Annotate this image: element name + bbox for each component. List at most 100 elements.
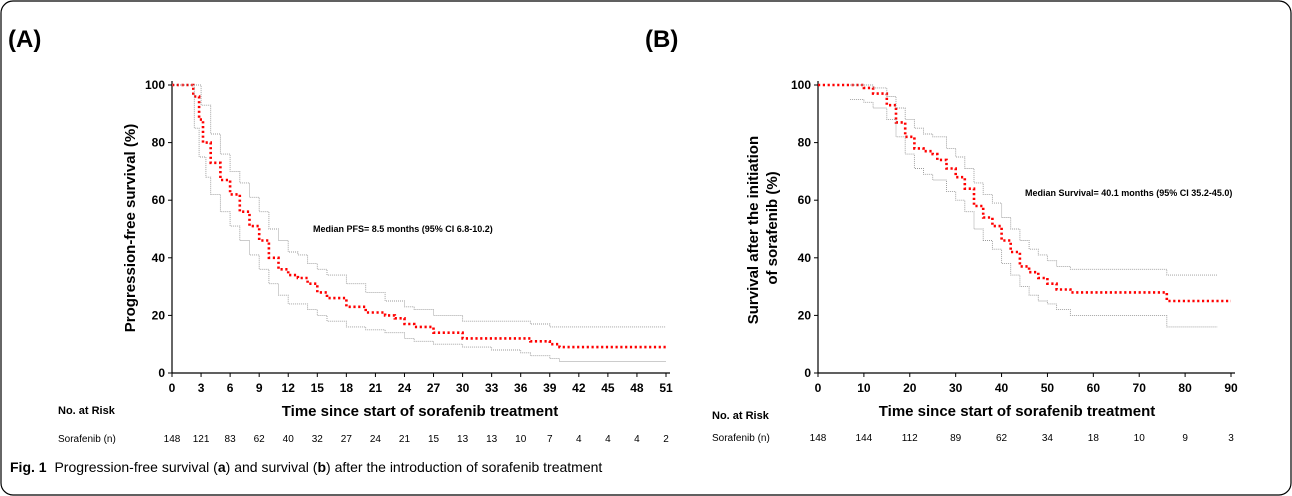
panel-a-x-tick-label: 15 bbox=[311, 381, 325, 395]
panel-b-x-tick-label: 90 bbox=[1224, 381, 1238, 395]
panel-a-x-tick-label: 39 bbox=[543, 381, 557, 395]
panel-a-x-tick-label: 42 bbox=[572, 381, 586, 395]
panel-a-x-tick-label: 21 bbox=[369, 381, 383, 395]
panel-a-at-risk-value: 27 bbox=[341, 434, 353, 445]
panel-b-at-risk-value: 10 bbox=[1134, 433, 1146, 444]
panel-b-at-risk-value: 144 bbox=[856, 433, 873, 444]
panel-b-y-tick-label: 40 bbox=[798, 251, 812, 265]
panel-a-at-risk-value: 148 bbox=[164, 434, 181, 445]
panel-a-at-risk-value: 7 bbox=[547, 434, 553, 445]
panel-a-y-tick-label: 0 bbox=[158, 366, 165, 380]
panel-b-median-annotation: Median Survival= 40.1 months (95% CI 35.… bbox=[1025, 188, 1232, 198]
panel-a-at-risk-value: 83 bbox=[225, 434, 237, 445]
panel-a-km-estimate-line bbox=[172, 83, 666, 349]
panel-a-at-risk-value: 21 bbox=[399, 434, 411, 445]
panel-a-at-risk-values: 148 121 83 62 40 32 27 24 21 15 13 13 10 7 4 4 4 2 bbox=[164, 434, 670, 445]
panel-a-label: (A) bbox=[8, 26, 41, 53]
panel-a-at-risk-value: 4 bbox=[576, 434, 582, 445]
panel-a-y-tick-label: 60 bbox=[152, 193, 166, 207]
panel-b-at-risk-value: 18 bbox=[1088, 433, 1100, 444]
panel-b-x-tick-label: 80 bbox=[1178, 381, 1192, 395]
panel-b-at-risk-value: 89 bbox=[950, 433, 962, 444]
panel-b-y-tick-label: 80 bbox=[798, 136, 812, 150]
caption-text-3: ) after the introduction of sorafenib tr… bbox=[326, 459, 602, 475]
panel-a-y-axis-label-line-1: Progression-free survival (%) bbox=[122, 124, 139, 332]
panel-a-x-tick-label: 45 bbox=[601, 381, 615, 395]
panel-a-x-tick-label: 0 bbox=[169, 381, 176, 395]
panel-b-x-tick-label: 20 bbox=[903, 381, 917, 395]
panel-a-x-tick-label: 51 bbox=[659, 381, 673, 395]
panel-a-median-annotation: Median PFS= 8.5 months (95% CI 6.8-10.2) bbox=[313, 224, 493, 234]
caption-panel-a-ref: a bbox=[218, 459, 226, 475]
panel-a-x-tick-label: 12 bbox=[282, 381, 296, 395]
caption-text-1: Progression-free survival ( bbox=[54, 459, 218, 475]
panel-a-at-risk-value: 4 bbox=[605, 434, 611, 445]
caption-text-2: ) and survival ( bbox=[226, 459, 318, 475]
panel-a-at-risk-value: 32 bbox=[312, 434, 324, 445]
panel-b-y-tick-label: 60 bbox=[798, 193, 812, 207]
panel-b: (B) Survival after the initiation of sor… bbox=[645, 26, 1238, 444]
panel-b-y-axis-label-line-1: Survival after the initiation bbox=[745, 136, 762, 324]
panel-a-x-tick-label: 36 bbox=[514, 381, 528, 395]
panel-a-at-risk-value: 10 bbox=[515, 434, 527, 445]
panel-b-x-tick-label: 30 bbox=[949, 381, 963, 395]
panel-a-at-risk-value: 2 bbox=[663, 434, 669, 445]
panel-b-at-risk-value: 3 bbox=[1228, 433, 1234, 444]
panel-a-x-tick-label: 6 bbox=[227, 381, 234, 395]
panel-b-at-risk-value: 34 bbox=[1042, 433, 1054, 444]
figure-caption: Fig. 1 Progression-free survival (a) and… bbox=[10, 459, 602, 475]
panel-a-y-tick-label: 100 bbox=[145, 78, 165, 92]
panel-b-at-risk-value: 62 bbox=[996, 433, 1008, 444]
panel-a-x-tick-label: 24 bbox=[398, 381, 412, 395]
panel-b-x-tick-label: 10 bbox=[857, 381, 871, 395]
panel-b-y-tick-label: 100 bbox=[791, 78, 811, 92]
panel-b-x-tick-label: 70 bbox=[1133, 381, 1147, 395]
panel-b-ci-lower-line bbox=[850, 98, 1218, 328]
panel-a-y-tick-label: 20 bbox=[152, 308, 166, 322]
panel-b-label: (B) bbox=[645, 26, 678, 53]
panel-a-x-tick-label: 9 bbox=[256, 381, 263, 395]
panel-b-at-risk-header: No. at Risk bbox=[712, 410, 770, 422]
panel-b-y-tick-label: 20 bbox=[798, 308, 812, 322]
panel-a-at-risk-value: 13 bbox=[457, 434, 469, 445]
panel-a-x-tick-label: 3 bbox=[198, 381, 205, 395]
panel-b-at-risk-values: 148 144 112 89 62 34 18 10 9 3 bbox=[810, 433, 1235, 444]
panel-a-y-tick-label: 40 bbox=[152, 251, 166, 265]
panel-b-x-tick-label: 0 bbox=[815, 381, 822, 395]
caption-figure-label: Fig. 1 bbox=[10, 459, 47, 475]
panel-b-x-tick-label: 50 bbox=[1041, 381, 1055, 395]
panel-a-at-risk-value: 121 bbox=[193, 434, 210, 445]
panel-b-y-axis-label-line-2: of sorafenib (%) bbox=[764, 171, 781, 284]
panel-a-x-tick-label: 27 bbox=[427, 381, 441, 395]
panel-a-at-risk-value: 24 bbox=[370, 434, 382, 445]
panel-b-at-risk-row-label: Sorafenib (n) bbox=[712, 433, 770, 444]
panel-a: (A) Progression-free survival (%) 020406… bbox=[8, 26, 673, 445]
panel-a-at-risk-value: 4 bbox=[634, 434, 640, 445]
panel-b-plot-area: 0 20 40 60 80 100 0 10 20 30 40 50 60 70 80 90 bbox=[791, 78, 1238, 395]
panel-a-x-tick-label: 33 bbox=[485, 381, 499, 395]
panel-a-at-risk-value: 62 bbox=[254, 434, 266, 445]
panel-b-x-tick-label: 40 bbox=[995, 381, 1009, 395]
panel-a-at-risk-header: No. at Risk bbox=[58, 405, 116, 417]
panel-a-x-tick-label: 30 bbox=[456, 381, 470, 395]
panel-b-at-risk-value: 148 bbox=[810, 433, 827, 444]
panel-a-ci-upper-line bbox=[172, 84, 666, 328]
panel-a-at-risk-value: 13 bbox=[486, 434, 498, 445]
panel-a-at-risk-row-label: Sorafenib (n) bbox=[58, 434, 116, 445]
panel-a-y-axis-label: Progression-free survival (%) bbox=[122, 124, 139, 332]
panel-a-at-risk-value: 15 bbox=[428, 434, 440, 445]
panel-a-y-tick-label: 80 bbox=[152, 136, 166, 150]
panel-a-x-axis-label: Time since start of sorafenib treatment bbox=[282, 403, 558, 420]
panel-a-x-tick-label: 18 bbox=[340, 381, 354, 395]
panel-a-x-tick-label: 48 bbox=[630, 381, 644, 395]
panel-b-at-risk-value: 9 bbox=[1182, 433, 1188, 444]
caption-panel-b-ref: b bbox=[317, 459, 326, 475]
panel-b-y-axis-label: Survival after the initiation of sorafen… bbox=[745, 132, 781, 325]
panel-b-y-tick-label: 0 bbox=[804, 366, 811, 380]
panel-b-ci-upper-line bbox=[850, 84, 1218, 276]
panel-b-x-tick-label: 60 bbox=[1087, 381, 1101, 395]
panel-b-at-risk-value: 112 bbox=[902, 433, 918, 444]
